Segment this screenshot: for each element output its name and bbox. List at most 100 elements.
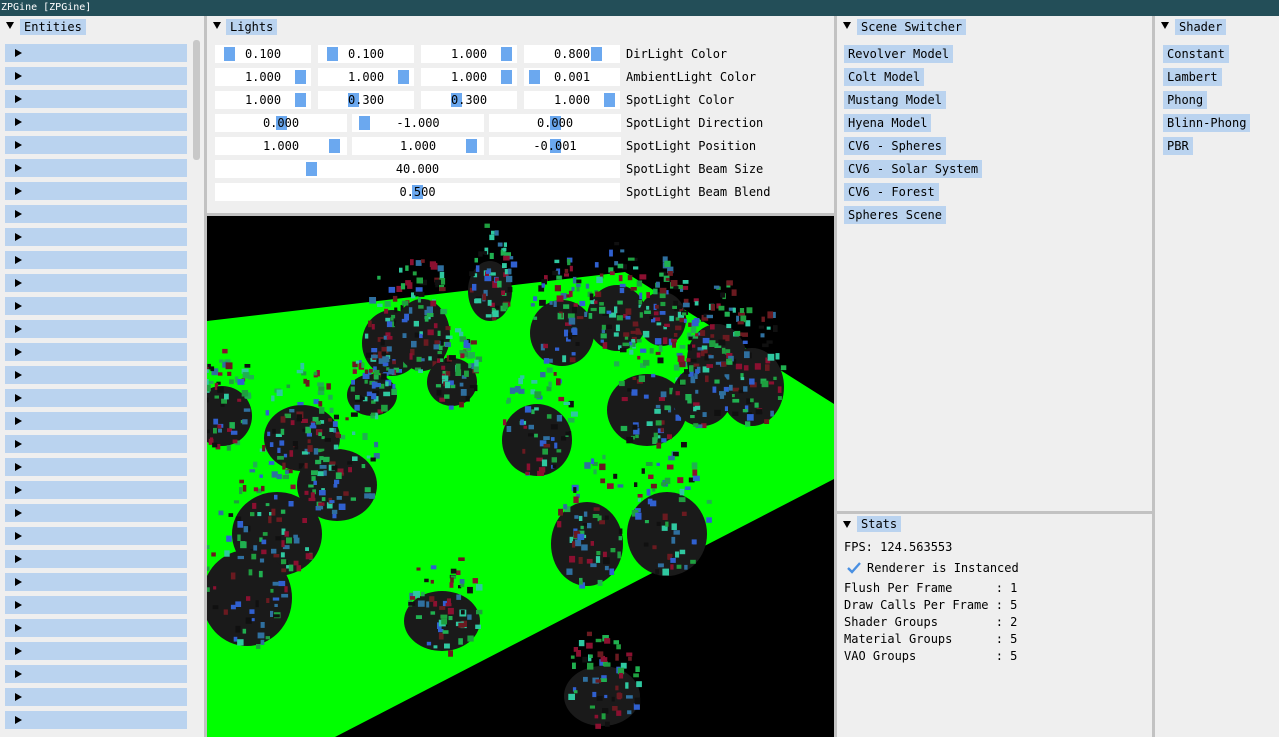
light-slider[interactable]: 1.000 [352,137,484,155]
entity-row[interactable] [5,435,187,453]
light-slider[interactable]: 40.000 [215,160,620,178]
slider-grab[interactable] [348,93,359,107]
slider-grab[interactable] [501,70,512,84]
entity-row[interactable] [5,182,187,200]
light-slider[interactable]: 0.000 [489,114,621,132]
collapse-arrow-icon[interactable] [6,22,14,29]
light-slider[interactable]: 1.000 [215,68,311,86]
expand-arrow-icon[interactable] [15,371,22,379]
entity-row[interactable] [5,527,187,545]
slider-grab[interactable] [224,47,235,61]
expand-arrow-icon[interactable] [15,486,22,494]
shader-button[interactable]: Constant [1163,45,1229,63]
entity-row[interactable] [5,596,187,614]
scene-viewport[interactable] [207,216,834,737]
scene-button[interactable]: Hyena Model [844,114,932,132]
entity-row[interactable] [5,136,187,154]
slider-grab[interactable] [501,47,512,61]
entity-row[interactable] [5,90,187,108]
divider[interactable] [207,213,834,216]
entity-row[interactable] [5,504,187,522]
entity-row[interactable] [5,251,187,269]
scene-button[interactable]: Spheres Scene [844,206,946,224]
entity-row[interactable] [5,44,187,62]
expand-arrow-icon[interactable] [15,647,22,655]
light-slider[interactable]: 0.800 [524,45,620,63]
expand-arrow-icon[interactable] [15,440,22,448]
light-slider[interactable]: 0.300 [421,91,517,109]
slider-grab[interactable] [550,116,561,130]
collapse-arrow-icon[interactable] [213,22,221,29]
expand-arrow-icon[interactable] [15,256,22,264]
slider-grab[interactable] [327,47,338,61]
entity-row[interactable] [5,159,187,177]
entity-row[interactable] [5,665,187,683]
light-slider[interactable]: 0.001 [524,68,620,86]
entity-row[interactable] [5,711,187,729]
expand-arrow-icon[interactable] [15,555,22,563]
light-slider[interactable]: 1.000 [215,91,311,109]
expand-arrow-icon[interactable] [15,72,22,80]
light-slider[interactable]: 1.000 [421,45,517,63]
entity-row[interactable] [5,619,187,637]
expand-arrow-icon[interactable] [15,233,22,241]
expand-arrow-icon[interactable] [15,141,22,149]
expand-arrow-icon[interactable] [15,716,22,724]
slider-grab[interactable] [412,185,423,199]
slider-grab[interactable] [591,47,602,61]
entity-row[interactable] [5,366,187,384]
collapse-arrow-icon[interactable] [1161,22,1169,29]
light-slider[interactable]: -0.001 [489,137,621,155]
expand-arrow-icon[interactable] [15,118,22,126]
shader-button[interactable]: Blinn-Phong [1163,114,1251,132]
slider-grab[interactable] [451,93,462,107]
scene-switcher-header[interactable]: Scene Switcher [837,16,1152,35]
entity-row[interactable] [5,412,187,430]
entity-row[interactable] [5,297,187,315]
light-slider[interactable]: 0.500 [215,183,620,201]
light-slider[interactable]: 0.300 [318,91,414,109]
entities-scrollbar[interactable] [193,40,200,160]
slider-grab[interactable] [398,70,409,84]
expand-arrow-icon[interactable] [15,210,22,218]
slider-grab[interactable] [329,139,340,153]
collapse-arrow-icon[interactable] [843,521,851,528]
expand-arrow-icon[interactable] [15,164,22,172]
expand-arrow-icon[interactable] [15,417,22,425]
slider-grab[interactable] [306,162,317,176]
entity-row[interactable] [5,205,187,223]
light-slider[interactable]: 0.100 [318,45,414,63]
entity-row[interactable] [5,389,187,407]
scene-button[interactable]: Colt Model [844,68,925,86]
slider-grab[interactable] [276,116,287,130]
light-slider[interactable]: -1.000 [352,114,484,132]
expand-arrow-icon[interactable] [15,325,22,333]
expand-arrow-icon[interactable] [15,348,22,356]
slider-grab[interactable] [529,70,540,84]
expand-arrow-icon[interactable] [15,578,22,586]
divider[interactable] [834,16,837,737]
entity-row[interactable] [5,688,187,706]
light-slider[interactable]: 1.000 [524,91,620,109]
scene-button[interactable]: Mustang Model [844,91,946,109]
light-slider[interactable]: 0.100 [215,45,311,63]
expand-arrow-icon[interactable] [15,693,22,701]
expand-arrow-icon[interactable] [15,187,22,195]
entity-row[interactable] [5,67,187,85]
slider-grab[interactable] [550,139,561,153]
scene-button[interactable]: CV6 - Forest [844,183,939,201]
shader-button[interactable]: PBR [1163,137,1193,155]
scene-button[interactable]: CV6 - Solar System [844,160,983,178]
light-slider[interactable]: 1.000 [215,137,347,155]
light-slider[interactable]: 0.000 [215,114,347,132]
divider[interactable] [204,16,207,737]
entity-row[interactable] [5,458,187,476]
expand-arrow-icon[interactable] [15,601,22,609]
expand-arrow-icon[interactable] [15,394,22,402]
lights-header[interactable]: Lights [207,16,834,35]
slider-grab[interactable] [604,93,615,107]
slider-grab[interactable] [359,116,370,130]
entity-row[interactable] [5,573,187,591]
entity-row[interactable] [5,642,187,660]
slider-grab[interactable] [466,139,477,153]
